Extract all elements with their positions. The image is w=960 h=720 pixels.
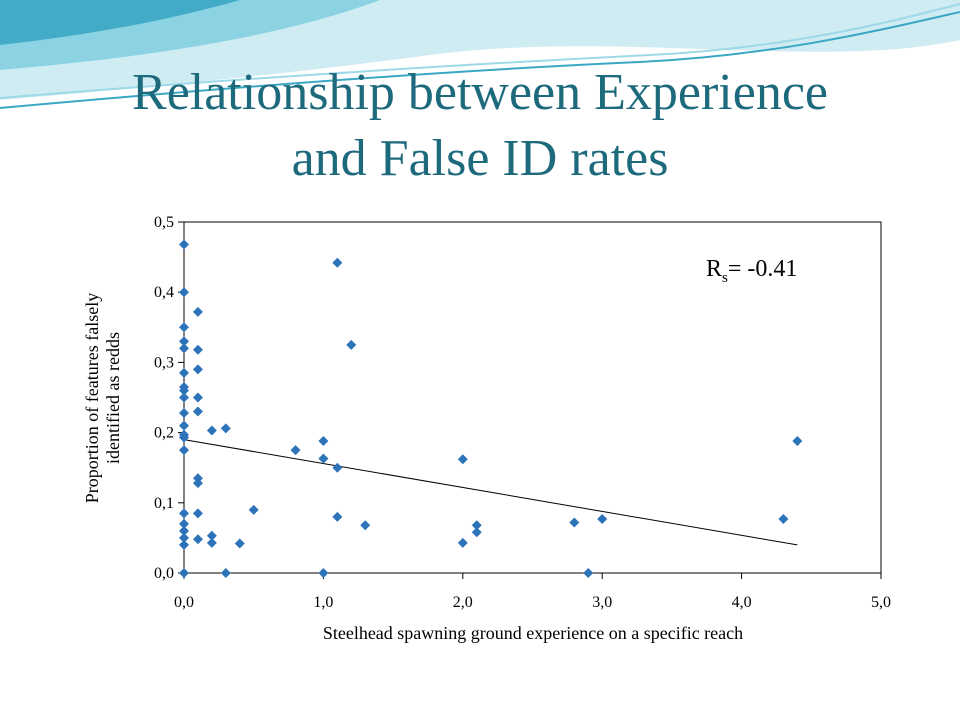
x-tick-label: 2,0 (453, 594, 473, 611)
data-point (597, 513, 608, 524)
wave-line-2 (0, 3, 960, 99)
data-point (206, 537, 217, 548)
data-point (179, 525, 189, 536)
y-axis-title-line-2: identified as redds (103, 332, 123, 464)
data-point (290, 445, 301, 456)
header-wave-decoration (0, 0, 960, 109)
data-point (179, 432, 189, 443)
x-tick-label: 4,0 (732, 594, 752, 611)
data-point (179, 445, 189, 456)
data-point (792, 436, 803, 447)
data-point (192, 344, 203, 355)
y-tick-label: 0,2 (154, 425, 174, 442)
data-point (318, 568, 329, 578)
title-line-1: Relationship between Experience (132, 64, 828, 121)
data-point (332, 511, 343, 522)
data-point (220, 423, 231, 434)
wave-dark (0, 0, 240, 45)
data-point (179, 518, 189, 529)
y-axis-title-line-1: Proportion of features falsely (82, 293, 102, 503)
slide-title: Relationship between Experience and Fals… (0, 60, 960, 192)
data-point (179, 367, 189, 378)
x-axis-title: Steelhead spawning ground experience on … (323, 623, 743, 643)
data-point (179, 539, 189, 550)
data-point (248, 504, 259, 515)
correlation-annotation: Rs= -0.41 (706, 256, 797, 286)
data-point (192, 306, 203, 317)
y-tick-label: 0,0 (154, 565, 174, 582)
data-point (583, 568, 594, 578)
data-point (179, 385, 189, 396)
data-point (360, 520, 371, 531)
data-point (179, 568, 189, 578)
data-point (179, 322, 189, 333)
x-tick-label: 5,0 (871, 594, 891, 611)
x-tick-label: 3,0 (592, 594, 612, 611)
data-point (179, 420, 189, 431)
data-point (192, 534, 203, 545)
x-tick-label: 0,0 (174, 594, 194, 611)
data-point (179, 392, 189, 403)
data-point (179, 343, 189, 354)
x-tick-label: 1,0 (313, 594, 333, 611)
data-point (471, 527, 482, 538)
data-point (332, 462, 343, 473)
data-points (179, 239, 803, 578)
data-point (206, 425, 217, 436)
data-point (318, 453, 329, 464)
y-axis: 0,0 0,1 0,2 0,3 0,4 0,5 (154, 214, 184, 582)
y-tick-label: 0,5 (154, 214, 174, 231)
data-point (192, 364, 203, 375)
data-point (179, 407, 189, 418)
data-point (179, 239, 189, 250)
data-point (778, 513, 789, 524)
data-point (457, 537, 468, 548)
data-point (192, 478, 203, 489)
data-point (179, 532, 189, 543)
data-point (318, 436, 329, 447)
data-point (192, 392, 203, 403)
data-point (332, 257, 343, 268)
wave-line-1 (0, 11, 960, 109)
data-point (569, 517, 580, 528)
data-point (220, 568, 231, 578)
x-axis: 0,0 1,0 2,0 3,0 4,0 5,0 (174, 573, 891, 611)
y-tick-label: 0,4 (154, 284, 174, 301)
data-point (179, 336, 189, 347)
y-axis-title: Proportion of features falsely identifie… (82, 293, 123, 503)
y-tick-label: 0,1 (154, 495, 174, 512)
data-point (471, 520, 482, 531)
data-point (179, 508, 189, 519)
trendline (183, 439, 798, 546)
plot-area (183, 221, 882, 574)
data-point (346, 339, 357, 350)
title-line-2: and False ID rates (291, 130, 669, 187)
y-tick-label: 0,3 (154, 354, 174, 371)
data-point (192, 406, 203, 417)
data-point (234, 538, 245, 549)
data-point (457, 454, 468, 465)
data-point (179, 287, 189, 298)
data-point (206, 530, 217, 541)
data-point (192, 508, 203, 519)
